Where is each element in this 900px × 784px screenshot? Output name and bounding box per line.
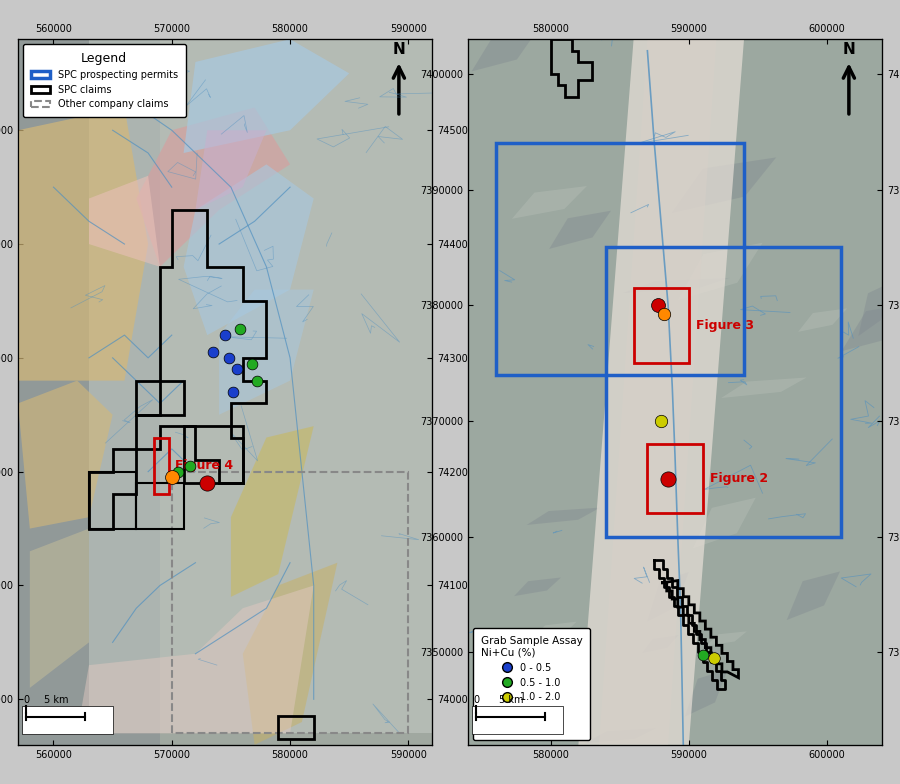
Polygon shape [512, 186, 587, 219]
Bar [136, 380, 184, 415]
Point [165, 471, 179, 484]
Bar [22, 706, 113, 735]
Bar [154, 437, 169, 495]
Legend: SPC prospecting permits, SPC claims, Other company claims: SPC prospecting permits, SPC claims, Oth… [22, 44, 185, 117]
Polygon shape [579, 39, 744, 745]
Polygon shape [184, 39, 349, 153]
Bar [278, 717, 314, 739]
Polygon shape [472, 31, 536, 71]
Polygon shape [243, 563, 338, 745]
Point [249, 374, 264, 387]
Bar [496, 143, 744, 375]
Polygon shape [693, 498, 756, 548]
Text: Figure 3: Figure 3 [696, 319, 753, 332]
Polygon shape [642, 635, 679, 653]
Point [661, 473, 675, 485]
Polygon shape [219, 289, 314, 415]
Polygon shape [18, 107, 149, 380]
Point [696, 648, 710, 661]
Polygon shape [30, 528, 89, 688]
Bar [136, 483, 184, 528]
Polygon shape [624, 278, 730, 293]
Polygon shape [585, 728, 657, 743]
Polygon shape [514, 578, 561, 596]
Polygon shape [671, 158, 776, 213]
Bar [89, 472, 136, 528]
Point [218, 328, 232, 341]
Point [226, 386, 240, 398]
Polygon shape [679, 243, 762, 300]
Text: N: N [392, 42, 405, 57]
Point [652, 299, 666, 311]
Text: Figure 2: Figure 2 [709, 472, 768, 485]
Bar [184, 426, 243, 483]
Polygon shape [526, 507, 600, 525]
Polygon shape [706, 631, 747, 646]
Text: Figure 4: Figure 4 [176, 459, 233, 473]
Polygon shape [531, 622, 577, 641]
Point [170, 466, 184, 478]
Bar [606, 248, 841, 536]
Polygon shape [685, 670, 728, 717]
Polygon shape [842, 301, 900, 351]
Polygon shape [136, 107, 290, 267]
Legend: 0 - 0.5, 0.5 - 1.0, 1.0 - 2.0, 2.0 - 5.0, >5.0: 0 - 0.5, 0.5 - 1.0, 1.0 - 2.0, 2.0 - 5.0… [472, 629, 590, 740]
Point [221, 351, 236, 364]
Point [183, 459, 197, 472]
Point [200, 477, 214, 489]
Text: 5 km: 5 km [499, 695, 523, 705]
Point [245, 358, 259, 370]
Polygon shape [599, 39, 716, 745]
Polygon shape [721, 377, 806, 398]
Text: 0: 0 [473, 695, 480, 705]
Polygon shape [89, 39, 432, 733]
Polygon shape [195, 130, 266, 210]
Polygon shape [859, 282, 891, 336]
Polygon shape [77, 586, 314, 733]
Point [657, 308, 671, 321]
Polygon shape [231, 426, 314, 597]
Polygon shape [798, 308, 847, 332]
Text: 0: 0 [23, 695, 30, 705]
Polygon shape [647, 572, 688, 622]
Polygon shape [549, 211, 611, 249]
Text: N: N [842, 42, 855, 57]
Bar [472, 706, 563, 735]
Point [206, 346, 220, 358]
Bar [18, 39, 160, 745]
Bar [647, 444, 703, 514]
Text: 5 km: 5 km [43, 695, 68, 705]
Point [230, 363, 244, 376]
Bar [634, 288, 688, 363]
Point [654, 415, 669, 427]
Polygon shape [89, 176, 160, 267]
Point [233, 323, 248, 336]
Polygon shape [184, 165, 314, 335]
Polygon shape [787, 572, 840, 620]
Polygon shape [18, 380, 112, 528]
Point [706, 652, 721, 664]
